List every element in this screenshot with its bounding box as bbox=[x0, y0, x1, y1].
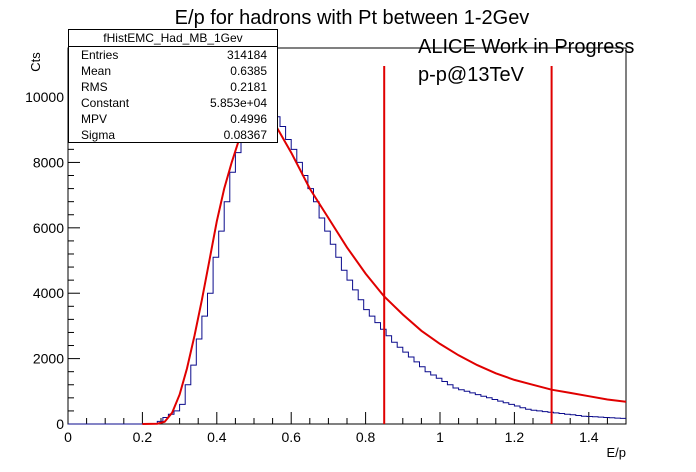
y-tick-label: 10000 bbox=[25, 89, 64, 105]
stats-value: 0.2181 bbox=[230, 80, 267, 94]
x-axis: 0 0.2 0.4 0.6 0.8 1 1.2 1.4 bbox=[64, 412, 627, 445]
x-tick-label: 0 bbox=[64, 429, 72, 445]
histogram-line bbox=[68, 109, 626, 425]
stats-value: 0.6385 bbox=[230, 64, 267, 78]
y-axis-label: Cts bbox=[28, 52, 43, 72]
fit-curve bbox=[142, 112, 627, 425]
stats-title: fHistEMC_Had_MB_1Gev bbox=[69, 30, 277, 47]
x-tick-label: 1.2 bbox=[505, 429, 525, 445]
chart-title: E/p for hadrons with Pt between 1-2Gev bbox=[175, 7, 530, 29]
stats-box: fHistEMC_Had_MB_1Gev Entries 314184 Mean… bbox=[68, 29, 278, 143]
stats-row-mean: Mean 0.6385 bbox=[69, 63, 277, 79]
x-tick-label: 0.4 bbox=[207, 429, 227, 445]
stats-label: RMS bbox=[81, 80, 108, 94]
x-tick-label: 0.8 bbox=[356, 429, 376, 445]
histogram-series bbox=[68, 109, 626, 425]
stats-row-mpv: MPV 0.4996 bbox=[69, 111, 277, 127]
stats-value: 0.08367 bbox=[223, 128, 267, 142]
stats-row-entries: Entries 314184 bbox=[69, 47, 277, 63]
stats-label: Entries bbox=[81, 48, 119, 62]
stats-row-constant: Constant 5.853e+04 bbox=[69, 95, 277, 111]
x-tick-label: 0.6 bbox=[281, 429, 301, 445]
work-in-progress-label: ALICE Work in Progress bbox=[418, 36, 634, 58]
y-tick-label: 0 bbox=[56, 416, 64, 432]
collision-label: p-p@13TeV bbox=[418, 64, 525, 86]
x-tick-label: 0.2 bbox=[133, 429, 153, 445]
y-tick-label: 8000 bbox=[33, 154, 64, 170]
y-tick-label: 6000 bbox=[33, 220, 64, 236]
stats-value: 0.4996 bbox=[230, 112, 267, 126]
cut-lines bbox=[383, 66, 553, 424]
y-tick-label: 4000 bbox=[33, 285, 64, 301]
stats-label: Constant bbox=[81, 96, 130, 110]
stats-value: 314184 bbox=[226, 48, 267, 62]
stats-value: 5.853e+04 bbox=[209, 96, 267, 110]
y-tick-label: 2000 bbox=[33, 351, 64, 367]
stats-row-sigma: Sigma 0.08367 bbox=[69, 127, 277, 143]
stats-label: MPV bbox=[81, 112, 108, 126]
stats-row-rms: RMS 0.2181 bbox=[69, 79, 277, 95]
stats-label: Mean bbox=[81, 64, 112, 78]
x-tick-label: 1 bbox=[436, 429, 444, 445]
stats-label: Sigma bbox=[81, 128, 116, 142]
fit-series bbox=[142, 112, 627, 425]
x-tick-label: 1.4 bbox=[579, 429, 599, 445]
y-axis: 0 2000 4000 6000 8000 10000 bbox=[25, 57, 80, 432]
x-axis-label: E/p bbox=[606, 445, 626, 460]
